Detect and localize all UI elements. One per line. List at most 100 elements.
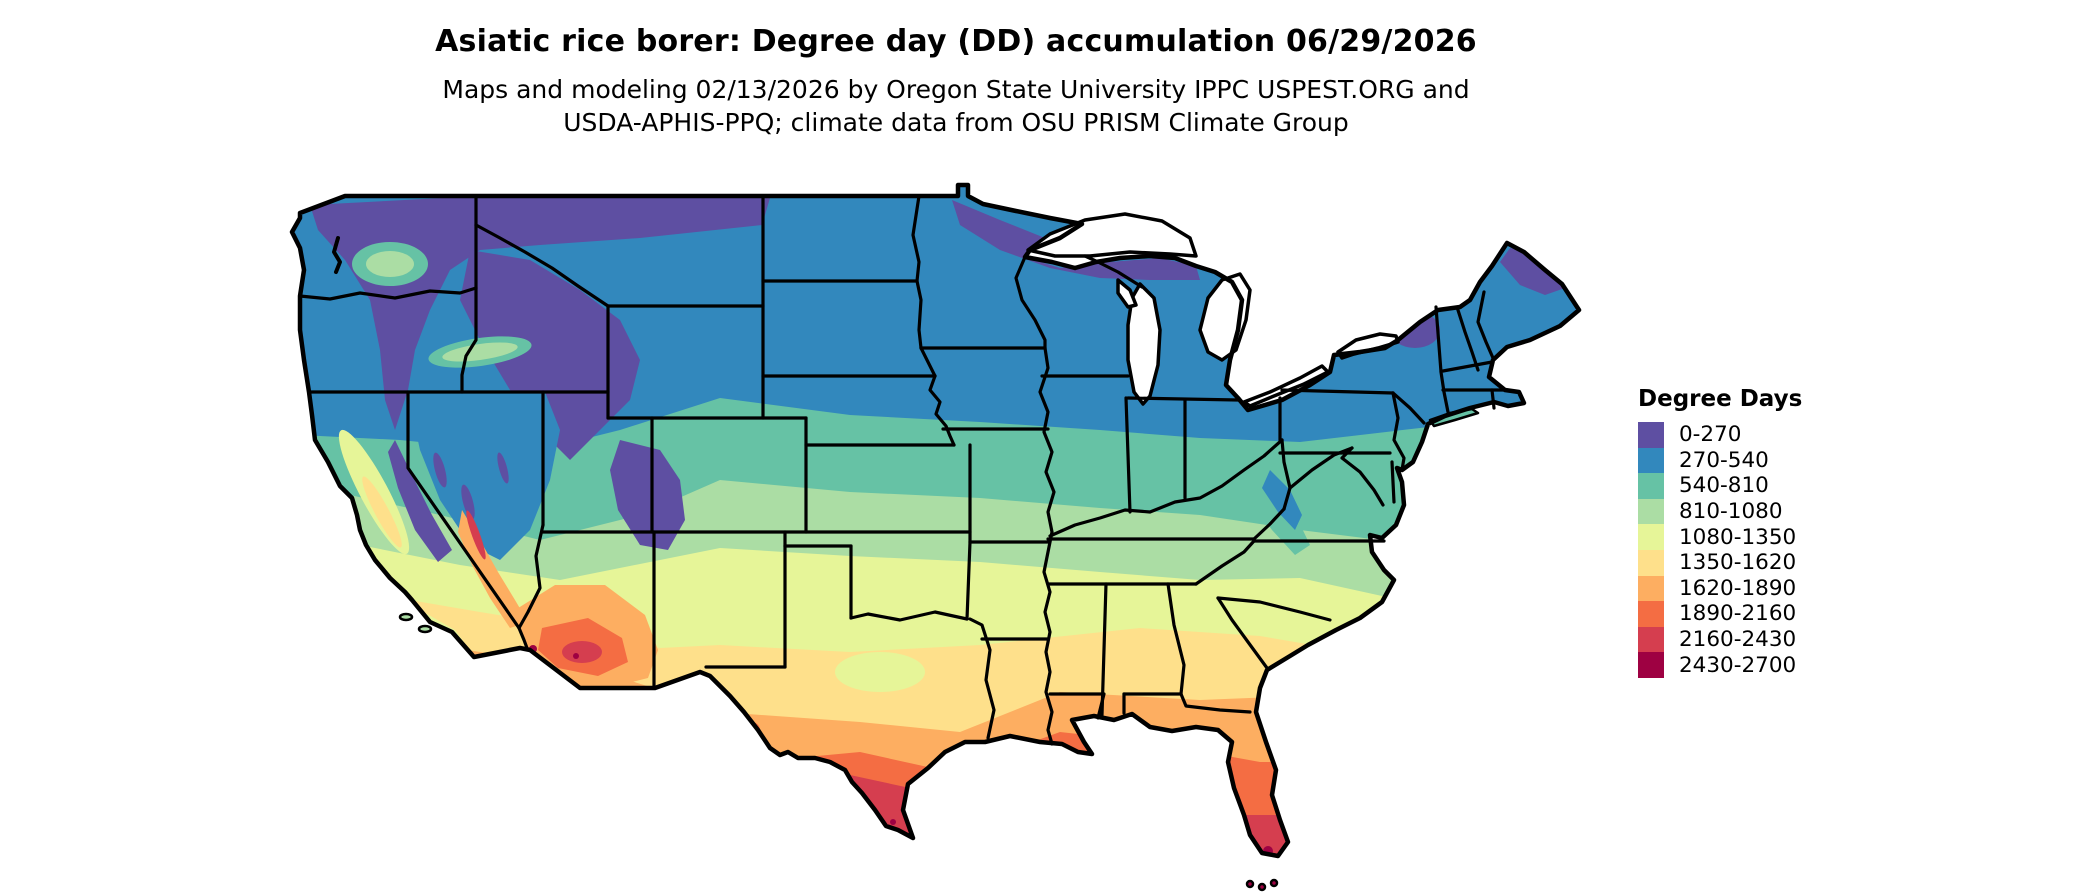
border-in-il: [1124, 396, 1132, 514]
border-de-md: [1390, 460, 1396, 504]
border-ny-ma-ct: [1439, 370, 1450, 414]
islands: [398, 407, 1480, 892]
border-wi-mi: [1083, 254, 1144, 289]
patch-snake-river-core: [442, 342, 518, 362]
legend-swatch-2: [1638, 473, 1664, 499]
legend-swatch-7: [1638, 601, 1664, 627]
degree-day-raster: [292, 185, 1579, 856]
patch-appalachian-teal: [1228, 445, 1310, 555]
patch-central-valley-south: [362, 476, 402, 548]
legend-swatch-4: [1638, 524, 1664, 550]
patch-south-texas-dot-2: [890, 819, 896, 825]
legend-row: 1890-2160: [1638, 601, 1802, 627]
patch-northern-minnesota-upper-peninsula: [952, 200, 1200, 280]
legend-row: 2430-2700: [1638, 652, 1802, 678]
border-tx-la: [968, 617, 996, 740]
patch-colorado-rockies: [610, 440, 685, 550]
border-potomac: [1340, 446, 1385, 507]
border-ok-ar: [965, 540, 972, 621]
border-mn-wi: [1014, 255, 1047, 350]
map-title: Asiatic rice borer: Degree day (DD) accu…: [435, 24, 1477, 59]
florida-key-1: [1245, 879, 1255, 889]
green-bay: [1116, 278, 1138, 309]
border-mt-id: [474, 223, 610, 308]
florida-key-3: [1269, 878, 1279, 888]
legend-row: 270-540: [1638, 447, 1802, 474]
legend-swatch-3: [1638, 498, 1664, 525]
legend-swatch-1: [1638, 447, 1664, 474]
patch-appalachian-blue: [1262, 470, 1302, 530]
legend-swatch-8: [1638, 626, 1664, 653]
patch-phoenix-red: [562, 641, 602, 663]
lake-michigan: [1126, 282, 1162, 406]
patch-great-basin: [408, 392, 560, 560]
legend-row: 0-270: [1638, 422, 1802, 448]
legend-row: 540-810: [1638, 473, 1802, 499]
patch-nevada-range-1: [433, 452, 447, 488]
legend-label: 0-270: [1679, 422, 1742, 448]
map-subtitle-line2: USDA-APHIS-PPQ; climate data from OSU PR…: [563, 108, 1349, 137]
legend-label: 2160-2430: [1679, 627, 1797, 653]
border-nh-me: [1476, 290, 1495, 360]
patch-north-maine: [1500, 248, 1565, 295]
border-tn-nc: [1194, 539, 1256, 586]
florida-key-2: [1257, 882, 1267, 892]
state-borders: [298, 194, 1507, 746]
channel-island-2: [417, 624, 433, 634]
legend-label: 1620-1890: [1679, 575, 1797, 601]
patch-nevada-range-3: [497, 452, 509, 484]
legend-swatch-6: [1638, 575, 1664, 602]
border-nh-ma: [1441, 360, 1494, 373]
border-ca-nv-az: [406, 390, 529, 650]
patch-sierra-nevada: [388, 440, 452, 562]
conus-outline: [289, 182, 1582, 859]
border-nv-az: [517, 523, 545, 630]
border-mississippi-river: [1038, 346, 1056, 746]
patch-az-dot: [573, 653, 579, 659]
legend-label: 1080-1350: [1679, 524, 1797, 550]
border-red-river: [849, 610, 969, 622]
legend-swatch-0: [1638, 422, 1664, 448]
legend-title: Degree Days: [1638, 386, 1803, 412]
patch-nevada-range-2: [461, 484, 475, 520]
legend-label: 1350-1620: [1679, 550, 1797, 576]
border-ga-sc: [1216, 596, 1269, 670]
patch-idaho-montana-rockies: [460, 250, 640, 460]
border-mn-west: [911, 194, 923, 350]
border-ky-va: [1252, 507, 1286, 541]
border-ga-fl: [1179, 692, 1252, 714]
legend-row: 810-1080: [1638, 498, 1802, 525]
puget-sound: [332, 236, 342, 274]
border-wv-ky: [1280, 438, 1292, 511]
legend-label: 540-810: [1679, 473, 1769, 499]
legend-rows: 0-270 270-540 540-810 810-1080 1080-1350 1350…: [1638, 422, 1802, 678]
border-wa-or: [298, 286, 478, 301]
channel-island-1: [398, 612, 414, 622]
border-id-west: [460, 194, 478, 394]
map-subtitle-line1: Maps and modeling 02/13/2026 by Oregon S…: [442, 75, 1470, 104]
legend-label: 270-540: [1679, 447, 1769, 473]
legend-row: 1350-1620: [1638, 549, 1802, 576]
great-lakes: [1026, 212, 1400, 408]
border-vt-nh: [1455, 305, 1480, 372]
border-delaware-river: [1391, 391, 1406, 472]
legend-row: 1620-1890: [1638, 575, 1802, 602]
border-la-ms-31n: [1048, 692, 1106, 720]
patch-death-valley: [466, 510, 486, 560]
border-ohio-river: [1048, 438, 1284, 538]
patch-texas-hill-country: [835, 652, 925, 692]
border-sd-ia: [919, 346, 937, 378]
patch-columbia-basin-core: [366, 251, 414, 277]
border-mi-in-oh: [1126, 396, 1240, 402]
border-ny-vt: [1434, 305, 1443, 374]
legend-label: 2430-2700: [1679, 652, 1797, 678]
legend-swatch-9: [1638, 652, 1664, 678]
map-header: Asiatic rice borer: Degree day (DD) accu…: [0, 0, 1912, 139]
patch-north-rockies-cascades: [310, 196, 770, 430]
band-2430-2700: [292, 760, 1579, 856]
border-ne-ia-missouri-river: [928, 374, 956, 447]
legend-swatch-5: [1638, 549, 1664, 576]
legend-label: 810-1080: [1679, 499, 1783, 525]
legend-row: 2160-2430: [1638, 626, 1802, 653]
